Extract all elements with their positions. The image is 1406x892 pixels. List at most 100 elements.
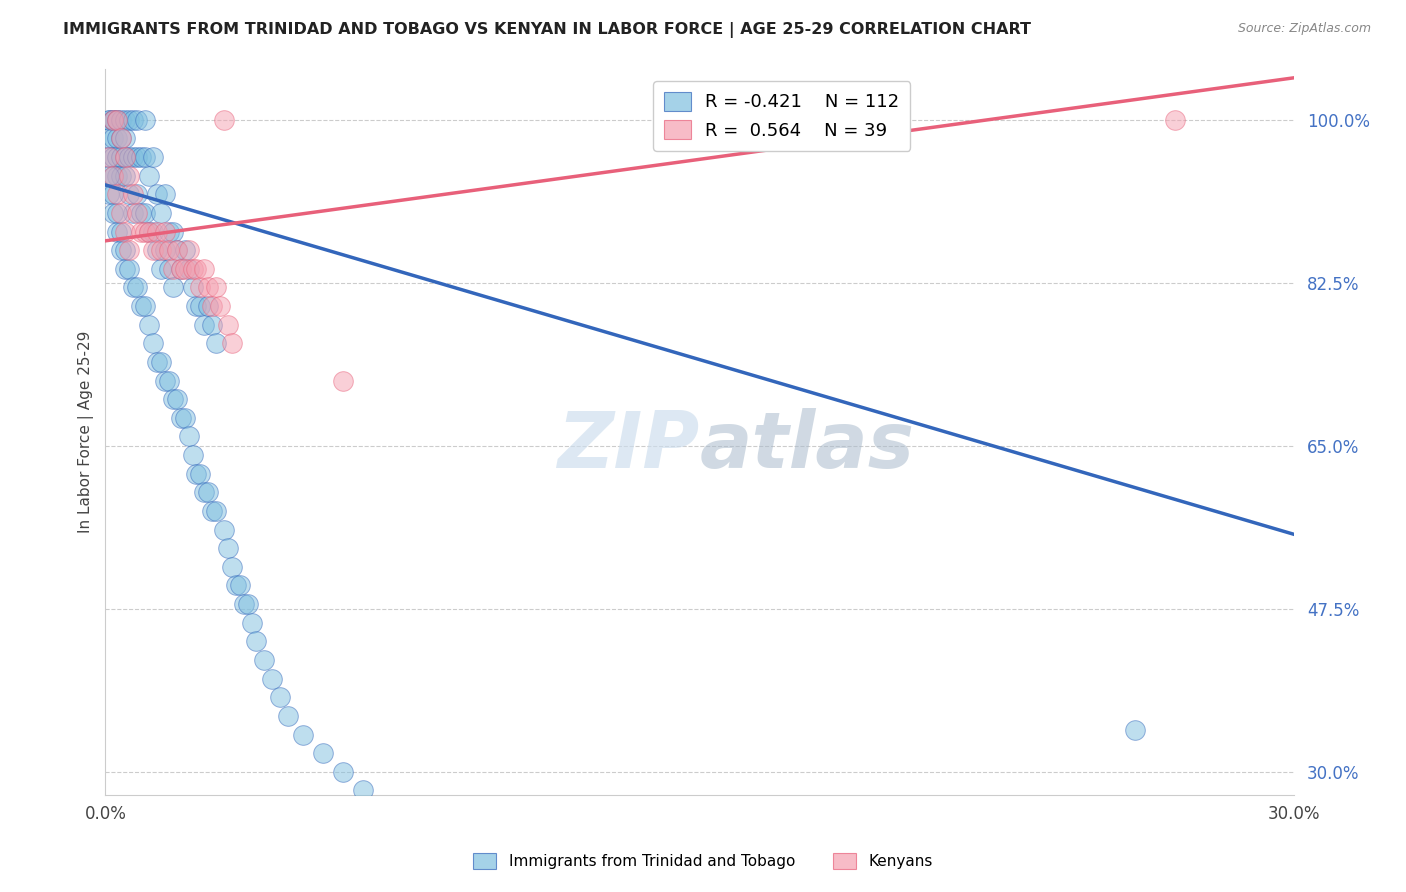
Point <box>103 112 125 127</box>
Point <box>190 467 212 481</box>
Point <box>146 187 169 202</box>
Point <box>103 187 125 202</box>
Point <box>98 187 121 202</box>
Point <box>153 225 176 239</box>
Point <box>103 150 125 164</box>
Point <box>110 169 132 183</box>
Point <box>114 225 136 239</box>
Point <box>142 336 165 351</box>
Point <box>110 243 132 257</box>
Point <box>103 112 125 127</box>
Point <box>134 206 156 220</box>
Point <box>217 541 239 556</box>
Point <box>221 559 243 574</box>
Point <box>103 112 125 127</box>
Point <box>129 206 152 220</box>
Point <box>332 374 354 388</box>
Point <box>153 374 176 388</box>
Point <box>110 150 132 164</box>
Point <box>217 318 239 332</box>
Point <box>98 112 121 127</box>
Point <box>197 280 219 294</box>
Y-axis label: In Labor Force | Age 25-29: In Labor Force | Age 25-29 <box>79 331 94 533</box>
Point <box>352 783 374 797</box>
Point <box>197 485 219 500</box>
Point <box>118 187 141 202</box>
Point <box>197 299 219 313</box>
Point <box>114 131 136 145</box>
Point <box>177 243 200 257</box>
Point <box>129 225 152 239</box>
Point <box>193 261 215 276</box>
Text: Source: ZipAtlas.com: Source: ZipAtlas.com <box>1237 22 1371 36</box>
Point <box>201 504 224 518</box>
Point <box>201 318 224 332</box>
Point <box>142 243 165 257</box>
Point <box>181 261 204 276</box>
Point <box>98 150 121 164</box>
Point <box>201 299 224 313</box>
Point <box>98 131 121 145</box>
Point <box>146 243 169 257</box>
Point <box>177 429 200 443</box>
Point <box>212 523 235 537</box>
Point <box>134 299 156 313</box>
Point <box>212 112 235 127</box>
Point <box>162 392 184 407</box>
Point <box>186 299 208 313</box>
Point <box>105 112 128 127</box>
Point <box>193 485 215 500</box>
Point <box>173 410 195 425</box>
Text: IMMIGRANTS FROM TRINIDAD AND TOBAGO VS KENYAN IN LABOR FORCE | AGE 25-29 CORRELA: IMMIGRANTS FROM TRINIDAD AND TOBAGO VS K… <box>63 22 1031 38</box>
Point <box>125 150 148 164</box>
Point <box>138 225 160 239</box>
Point <box>114 150 136 164</box>
Point <box>332 764 354 779</box>
Point <box>166 243 188 257</box>
Point <box>134 150 156 164</box>
Point <box>118 261 141 276</box>
Point <box>122 150 145 164</box>
Point <box>162 225 184 239</box>
Point <box>138 225 160 239</box>
Point <box>105 131 128 145</box>
Point <box>205 280 228 294</box>
Point <box>103 169 125 183</box>
Point <box>142 225 165 239</box>
Point <box>236 597 259 611</box>
Point <box>134 225 156 239</box>
Point <box>125 280 148 294</box>
Point <box>269 690 291 705</box>
Point <box>240 615 263 630</box>
Point <box>162 261 184 276</box>
Point <box>225 578 247 592</box>
Point <box>138 169 160 183</box>
Point <box>114 261 136 276</box>
Point <box>253 653 276 667</box>
Point <box>110 131 132 145</box>
Legend: R = -0.421    N = 112, R =  0.564    N = 39: R = -0.421 N = 112, R = 0.564 N = 39 <box>652 81 910 151</box>
Point <box>229 578 252 592</box>
Point <box>181 448 204 462</box>
Point <box>205 504 228 518</box>
Point <box>173 243 195 257</box>
Point <box>277 709 299 723</box>
Point <box>118 243 141 257</box>
Point <box>103 131 125 145</box>
Point <box>146 355 169 369</box>
Legend: Immigrants from Trinidad and Tobago, Kenyans: Immigrants from Trinidad and Tobago, Ken… <box>467 847 939 875</box>
Point <box>186 467 208 481</box>
Point <box>181 280 204 294</box>
Point <box>149 261 172 276</box>
Point <box>142 150 165 164</box>
Point <box>129 150 152 164</box>
Point <box>138 318 160 332</box>
Point <box>129 299 152 313</box>
Point <box>122 206 145 220</box>
Point <box>166 243 188 257</box>
Point <box>122 112 145 127</box>
Point <box>105 169 128 183</box>
Point <box>122 280 145 294</box>
Point <box>105 112 128 127</box>
Point <box>134 112 156 127</box>
